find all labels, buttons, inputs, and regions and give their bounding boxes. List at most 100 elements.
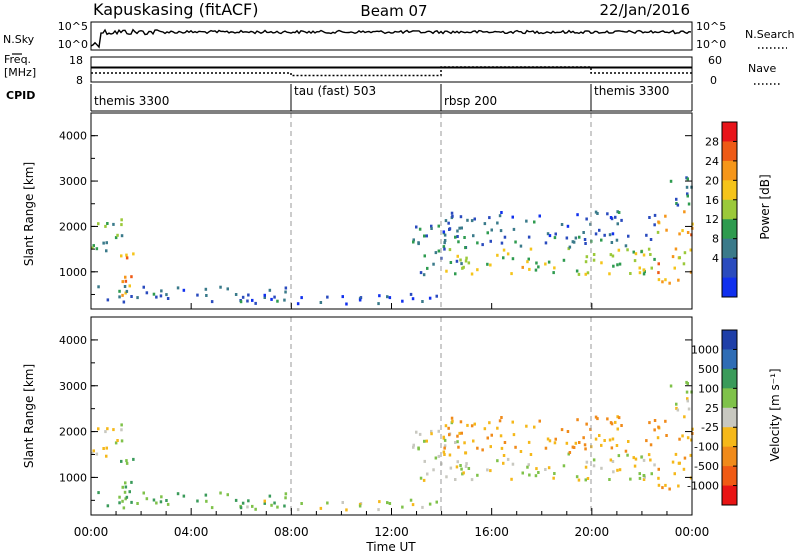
velocity-ytick-label: 2000	[59, 426, 87, 439]
velocity-cell	[609, 421, 613, 425]
noise-sky-trace	[90, 28, 692, 49]
velocity-cell	[470, 478, 474, 482]
velocity-cell	[514, 445, 517, 449]
power-cell	[594, 232, 598, 236]
cpid-label: CPID	[6, 89, 35, 102]
velocity-cell	[544, 446, 548, 450]
station-title: Kapuskasing (fitACF)	[93, 0, 258, 19]
power-cell	[608, 233, 612, 237]
power-cell	[537, 265, 540, 269]
velocity-cell	[460, 467, 463, 471]
power-cell	[444, 219, 448, 223]
power-cell	[97, 285, 100, 289]
power-cell	[246, 299, 249, 303]
velocity-cell	[584, 465, 588, 469]
velocity-cell	[421, 505, 424, 509]
freq-panel-frame	[90, 56, 693, 83]
velocity-cell	[596, 417, 599, 421]
velocity-cell	[664, 483, 667, 487]
power-cell	[251, 298, 254, 302]
power-cell	[247, 293, 250, 297]
power-cell	[657, 262, 660, 266]
power-cell	[586, 271, 590, 275]
power-colorbar-swatch	[722, 219, 737, 240]
power-cell	[470, 272, 474, 276]
velocity-cell	[448, 433, 451, 437]
power-panel-frame	[90, 112, 693, 310]
power-cell	[681, 229, 684, 233]
velocity-cell	[465, 462, 468, 466]
velocity-cell	[428, 502, 432, 506]
power-cell	[319, 301, 323, 304]
power-cell	[686, 194, 689, 198]
power-cell	[596, 212, 599, 215]
power-cell	[377, 302, 380, 306]
velocity-cell	[554, 437, 557, 441]
velocity-colorbar-tick-label: -500	[694, 460, 719, 473]
velocity-colorbar-swatch	[722, 407, 737, 428]
velocity-colorbar-tick-label: -25	[701, 421, 719, 434]
velocity-cell	[553, 441, 557, 445]
power-cell	[562, 258, 566, 262]
velocity-cell	[686, 436, 690, 440]
power-cell	[419, 271, 423, 275]
power-yticks: 4000 3000 2000 1000	[59, 130, 692, 295]
power-cell	[686, 192, 689, 196]
power-cell	[422, 273, 426, 277]
velocity-cell	[443, 438, 447, 442]
power-cell	[458, 226, 461, 230]
power-cell	[678, 256, 681, 260]
power-cell	[647, 247, 651, 251]
power-cell	[486, 262, 489, 266]
power-cell	[610, 241, 614, 244]
power-cell	[598, 228, 601, 232]
velocity-cell	[454, 478, 457, 481]
velocity-cell	[430, 429, 433, 433]
velocity-cell	[92, 449, 95, 453]
velocity-cell	[166, 502, 170, 506]
velocity-cell	[263, 501, 266, 505]
power-cell	[627, 234, 630, 238]
noise-left-tick-bottom: 10^0	[58, 38, 88, 51]
velocity-cell	[616, 427, 619, 431]
velocity-cell	[633, 464, 637, 468]
velocity-cell	[114, 441, 118, 445]
velocity-cell	[678, 461, 681, 465]
velocity-cell	[606, 417, 609, 421]
power-cell	[682, 262, 686, 266]
power-cell	[544, 241, 548, 245]
velocity-cell	[456, 434, 459, 438]
velocity-cell	[122, 506, 126, 510]
velocity-cell	[498, 419, 502, 423]
velocity-cell	[246, 505, 249, 509]
velocity-cell	[600, 443, 603, 447]
velocity-cell	[527, 463, 530, 467]
power-cell	[582, 231, 585, 234]
noise-left-tick-top: 10^5	[58, 20, 88, 33]
velocity-cell	[418, 432, 422, 436]
velocity-cell	[529, 453, 533, 456]
velocity-cell	[500, 416, 503, 419]
date-title: 22/Jan/2016	[600, 1, 691, 19]
power-cell	[155, 295, 158, 299]
velocity-colorbar-tick-label: 500	[698, 363, 719, 376]
noise-right-tick-bottom: 10^0	[696, 38, 726, 51]
power-cell	[460, 262, 463, 266]
velocity-cell	[686, 399, 689, 403]
power-cell	[105, 249, 108, 253]
power-cell	[418, 227, 422, 231]
power-cell	[159, 294, 163, 298]
power-cell	[204, 287, 208, 291]
velocity-cell	[603, 439, 606, 442]
velocity-cell	[675, 402, 678, 406]
power-cell	[673, 266, 676, 270]
velocity-cell	[435, 500, 438, 504]
velocity-cell	[464, 465, 468, 468]
velocity-cell	[683, 456, 687, 460]
power-cell	[106, 298, 110, 302]
power-cell	[102, 241, 105, 245]
velocity-colorbar-tick-label: -100	[694, 441, 719, 454]
power-cell	[510, 272, 513, 276]
power-cell	[638, 271, 642, 275]
power-cell	[450, 211, 454, 215]
